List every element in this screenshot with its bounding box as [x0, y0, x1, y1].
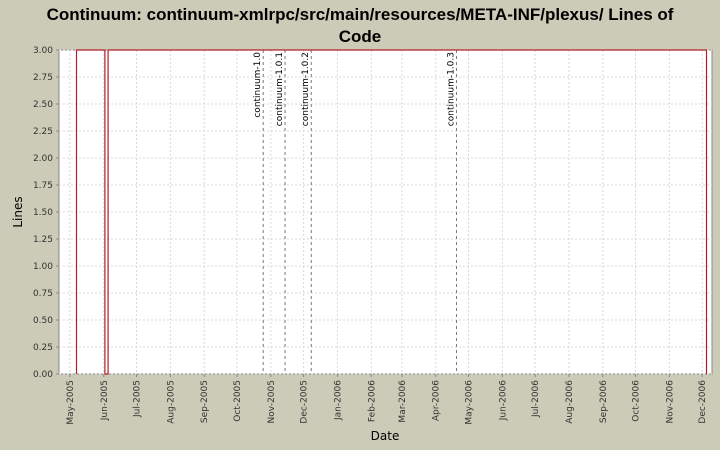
x-tick-label: Oct-2005 [233, 380, 243, 422]
y-tick-label: 1.50 [33, 208, 53, 218]
y-tick-label: 2.25 [33, 127, 53, 137]
y-tick-label: 1.75 [33, 181, 53, 191]
y-tick-label: 1.25 [33, 235, 53, 245]
y-tick-label: 0.75 [33, 289, 53, 299]
x-tick-label: Jun-2005 [100, 380, 110, 421]
x-tick-label: Jan-2006 [333, 380, 343, 421]
y-tick-label: 0.25 [33, 343, 53, 353]
x-tick-label: May-2006 [464, 380, 474, 425]
chart-title-line-2: Code [339, 27, 382, 46]
x-tick-label: Nov-2006 [665, 380, 675, 424]
x-tick-label: Jun-2006 [498, 380, 508, 421]
release-marker-label: continuum-1.0.1 [275, 52, 285, 126]
x-tick-label: Apr-2006 [432, 380, 442, 421]
x-axis-label: Date [371, 429, 400, 443]
x-tick-label: Sep-2005 [200, 380, 210, 423]
x-tick-label: Nov-2005 [267, 380, 277, 423]
x-tick-label: Jul-2005 [133, 380, 143, 418]
release-markers: continuum-1.0 continuum-1.0.1 continuum-1.… [253, 50, 457, 374]
series-line [75, 49, 708, 375]
y-axis-ticks: 0.00 0.25 0.50 0.75 1.00 1.25 1.50 1.75 2.00 2.25… [33, 46, 59, 380]
y-tick-label: 0.50 [33, 316, 53, 326]
x-tick-label: Dec-2005 [300, 380, 310, 424]
chart-title-line-1: Continuum: continuum-xmlrpc/src/main/res… [47, 5, 674, 24]
y-tick-label: 0.00 [33, 370, 53, 380]
x-tick-label: Sep-2006 [599, 380, 609, 423]
release-marker-label: continuum-1.0 [253, 52, 263, 118]
y-axis-label: Lines [11, 196, 25, 227]
x-tick-label: Mar-2006 [398, 380, 408, 423]
x-tick-label: Aug-2006 [565, 380, 575, 424]
x-axis-ticks: May-2005 Jun-2005 Jul-2005 Aug-2005 Sep-2005… [66, 374, 708, 425]
release-marker-label: continuum-1.0.2 [301, 52, 311, 126]
y-tick-label: 3.00 [33, 46, 53, 56]
release-marker-label: continuum-1.0.3 [446, 52, 456, 126]
y-tick-label: 1.00 [33, 262, 53, 272]
x-tick-label: Oct-2006 [632, 380, 642, 422]
series-lines [75, 49, 708, 375]
x-tick-label: Aug-2005 [166, 380, 176, 424]
y-tick-label: 2.00 [33, 154, 53, 164]
y-tick-label: 2.50 [33, 100, 53, 110]
y-tick-label: 2.75 [33, 73, 53, 83]
x-tick-label: Jul-2006 [531, 380, 541, 418]
x-tick-label: Dec-2006 [698, 380, 708, 424]
x-tick-label: Feb-2006 [367, 380, 377, 422]
x-tick-label: May-2005 [66, 380, 76, 425]
